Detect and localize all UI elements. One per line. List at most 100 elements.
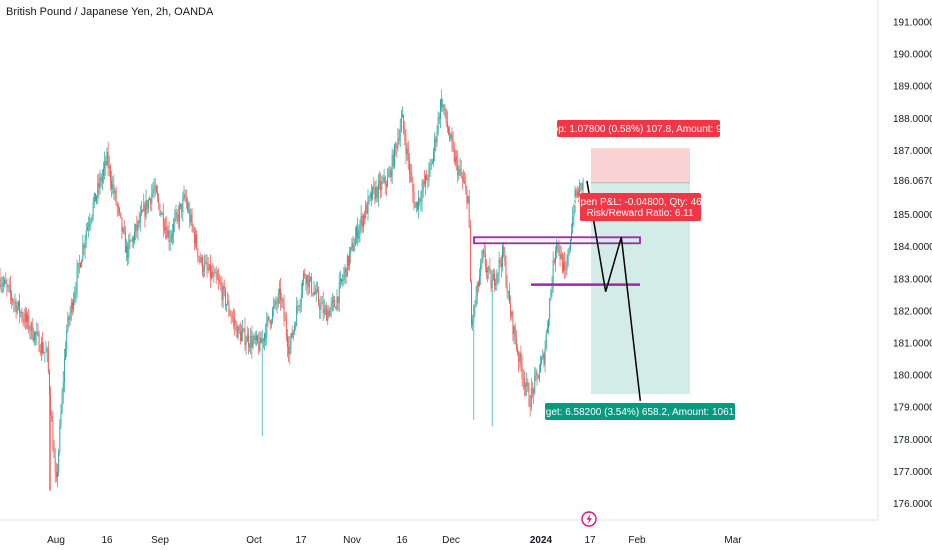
candle-body [323, 308, 325, 314]
candle-body [126, 245, 127, 253]
candle-body [362, 215, 364, 227]
projection-path[interactable] [586, 180, 642, 401]
candle-body [267, 316, 269, 320]
candle-body [361, 215, 363, 227]
candle-body [281, 299, 283, 301]
candle-body [305, 276, 307, 285]
candle-body [497, 272, 499, 275]
time-tick-label: Dec [442, 535, 460, 546]
candle-body [38, 333, 40, 352]
candle-body [20, 311, 22, 314]
candle-body [120, 212, 122, 218]
candle-body [167, 230, 169, 238]
candle-body [268, 316, 270, 321]
candle-body [153, 189, 155, 190]
price-tick-label: 189.00000 [893, 82, 932, 93]
candle-body [417, 202, 418, 210]
candle-body [372, 186, 374, 200]
candle-body [129, 240, 131, 242]
candle-body [453, 147, 455, 163]
candle-body [183, 194, 185, 199]
candle-body [1, 284, 3, 286]
candle-body [92, 203, 94, 216]
candle-body [522, 377, 524, 380]
candle-body [30, 322, 32, 331]
time-axis[interactable]: Aug 16 Sep Oct 17 Nov 16 Dec 2024 17 Feb Mar [47, 535, 742, 546]
candle-body [145, 200, 147, 217]
price-tick-label: 183.00000 [893, 274, 932, 285]
resistance-rectangle[interactable] [473, 236, 641, 245]
candle-body [73, 300, 75, 310]
candle-body [54, 457, 56, 472]
candle-body [177, 214, 179, 222]
candle-body [546, 327, 548, 333]
candle-body [410, 172, 411, 174]
candle-body [510, 303, 512, 316]
price-tick-label: 179.00000 [893, 403, 932, 414]
candle-body [458, 169, 460, 176]
candle-body [380, 180, 382, 191]
candle-body [15, 301, 17, 313]
candle-body [174, 218, 176, 224]
candle-body [505, 261, 507, 286]
candle-body [475, 295, 477, 306]
position-tags[interactable]: Stop: 1.07800 (0.58%) 107.8, Amount: 990… [532, 120, 749, 420]
candle-body [433, 151, 434, 163]
candle-body [149, 198, 150, 201]
pnl-tag[interactable] [580, 193, 701, 221]
stop-zone [591, 148, 690, 183]
candle-body [139, 214, 141, 224]
candle-body [318, 291, 319, 304]
candle-body [335, 307, 337, 310]
candle-body [187, 202, 188, 211]
candle-body [578, 191, 579, 197]
candle-body [523, 379, 525, 388]
candle-body [175, 212, 177, 219]
candle-body [530, 388, 532, 408]
candle-body [383, 176, 385, 182]
candle-body [293, 325, 295, 331]
candle-body [402, 114, 403, 118]
candle-body [119, 207, 121, 213]
candle-body [97, 183, 99, 196]
candle-body [63, 358, 65, 383]
candle-body [236, 324, 238, 338]
candle-body [276, 303, 278, 305]
candle-body [242, 330, 244, 334]
candle-body [314, 291, 316, 294]
price-tick-label: 184.00000 [893, 242, 932, 253]
price-axis[interactable]: 191.00000 190.00000 189.00000 188.00000 187.… [884, 18, 932, 511]
candle-body [429, 164, 431, 167]
candle-body [27, 315, 29, 322]
candle-body [394, 144, 395, 167]
candle-body [169, 239, 171, 242]
candle-body [473, 306, 475, 322]
candle-body [526, 381, 528, 387]
candle-body [184, 194, 186, 198]
candle-body [197, 248, 199, 257]
candle-body [364, 215, 365, 218]
candle-body [490, 271, 492, 289]
candle-body [77, 262, 79, 270]
candle-body [469, 226, 471, 283]
candle-body [468, 195, 470, 227]
time-tick-label: Sep [151, 535, 169, 546]
drawings-group[interactable] [473, 180, 642, 401]
candle-body [3, 283, 4, 285]
candle-body [443, 104, 445, 111]
candle-body [319, 303, 321, 310]
candle-body [213, 272, 215, 277]
candle-body [249, 346, 250, 348]
stop-tag[interactable] [557, 120, 720, 137]
target-tag[interactable] [545, 403, 735, 420]
candle-body [121, 217, 123, 232]
candle-body [154, 186, 156, 190]
candle-body [580, 183, 582, 185]
event-marker[interactable] [581, 511, 597, 527]
candle-body [237, 326, 239, 338]
candle-body [400, 117, 402, 129]
candle-body [289, 345, 291, 355]
candle-body [330, 303, 332, 309]
candle-body [228, 301, 230, 313]
